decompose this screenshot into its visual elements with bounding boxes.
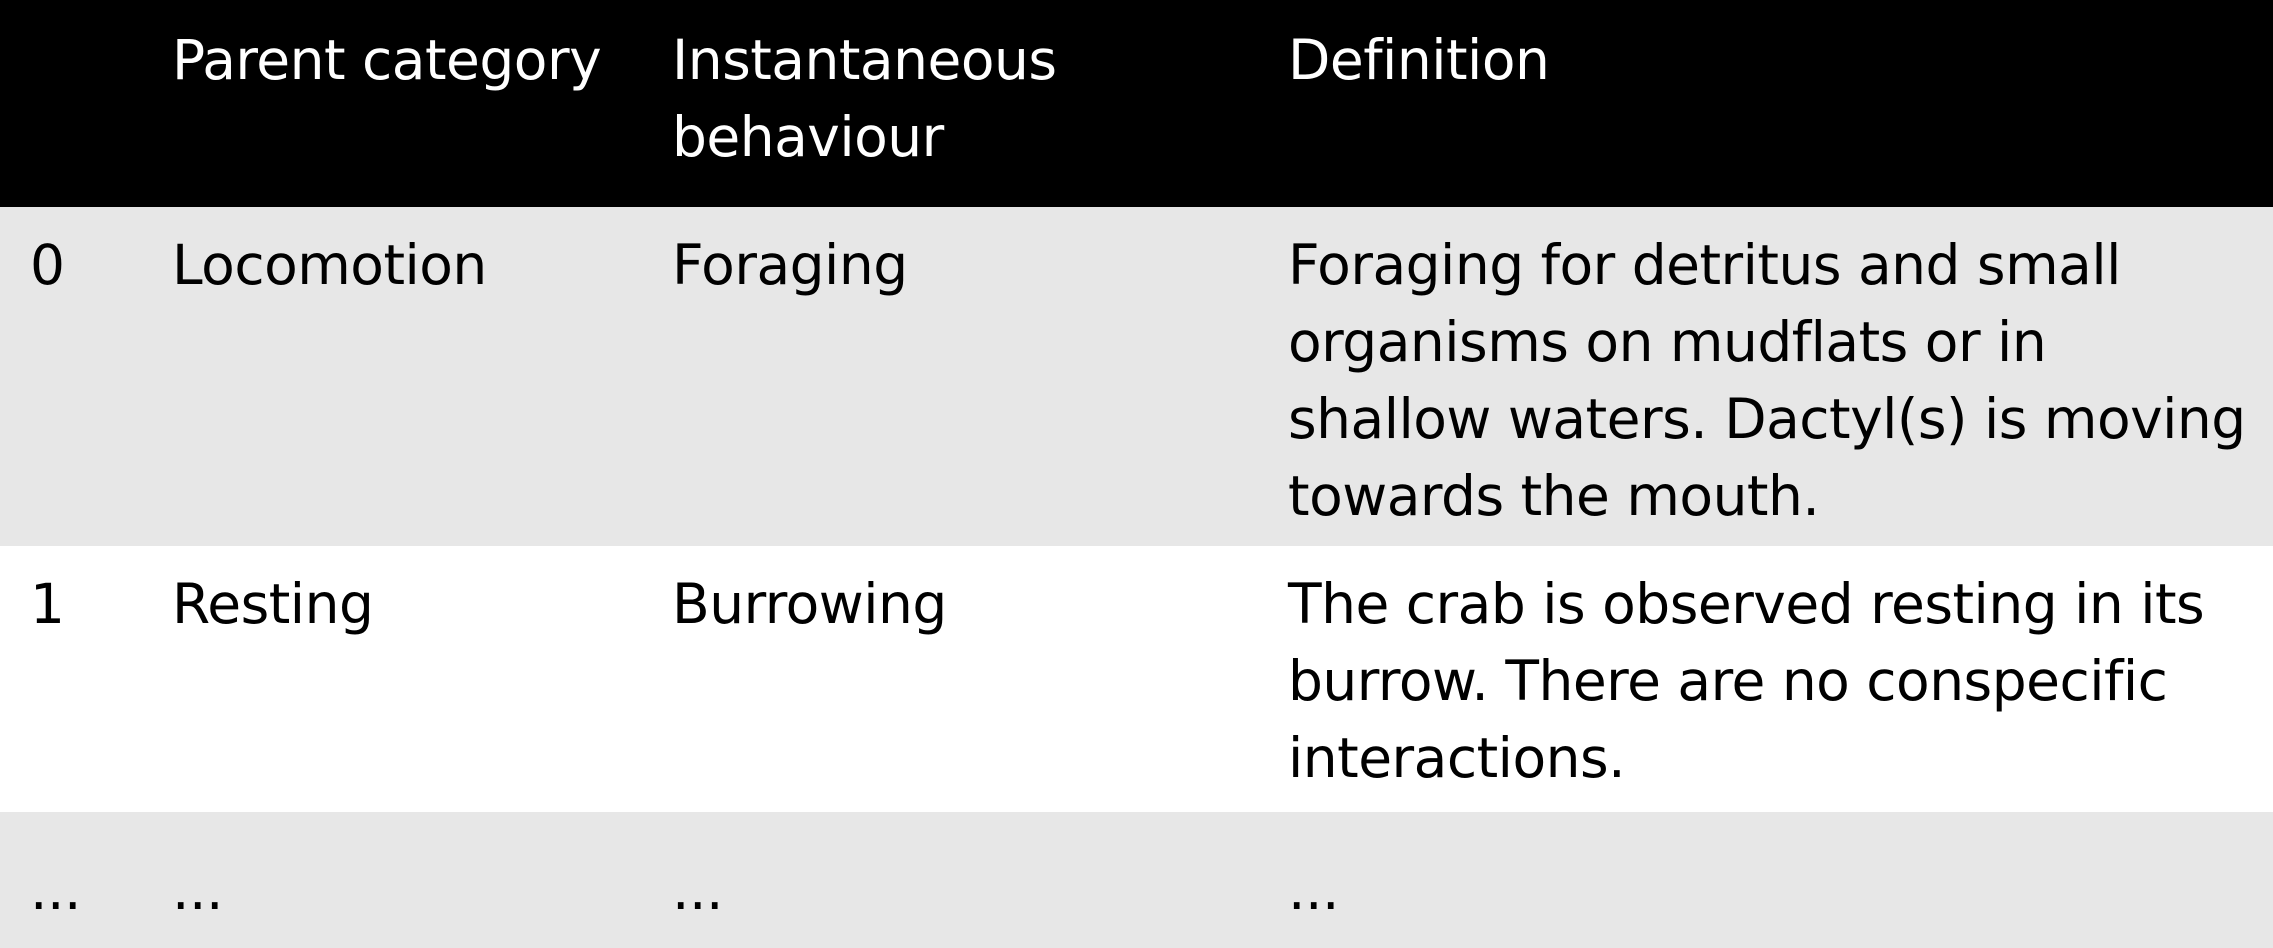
row-index: 0 [30, 233, 65, 297]
row-parent-category: Locomotion [172, 233, 487, 297]
header-parent-category: Parent category [172, 28, 602, 92]
table-row: 1 Resting Burrowing The crab is observed… [0, 546, 2273, 812]
table-row: ... ... ... ... [0, 812, 2273, 948]
header-definition: Definition [1288, 28, 1550, 92]
row-index: 1 [30, 572, 65, 636]
table-row: 0 Locomotion Foraging Foraging for detri… [0, 207, 2273, 546]
header-instantaneous-behaviour: Instantaneous behaviour [672, 28, 1057, 169]
row-instantaneous-behaviour: Burrowing [672, 572, 947, 636]
row-parent-category: ... [172, 858, 223, 922]
row-instantaneous-behaviour: ... [672, 858, 723, 922]
row-definition: ... [1288, 858, 1339, 922]
table-header-row: Parent category Instantaneous behaviour … [0, 0, 2273, 207]
row-definition: The crab is observed resting in its burr… [1288, 572, 2205, 790]
row-instantaneous-behaviour: Foraging [672, 233, 908, 297]
row-definition: Foraging for detritus and small organism… [1288, 233, 2246, 528]
row-parent-category: Resting [172, 572, 374, 636]
row-index: ... [30, 858, 81, 922]
